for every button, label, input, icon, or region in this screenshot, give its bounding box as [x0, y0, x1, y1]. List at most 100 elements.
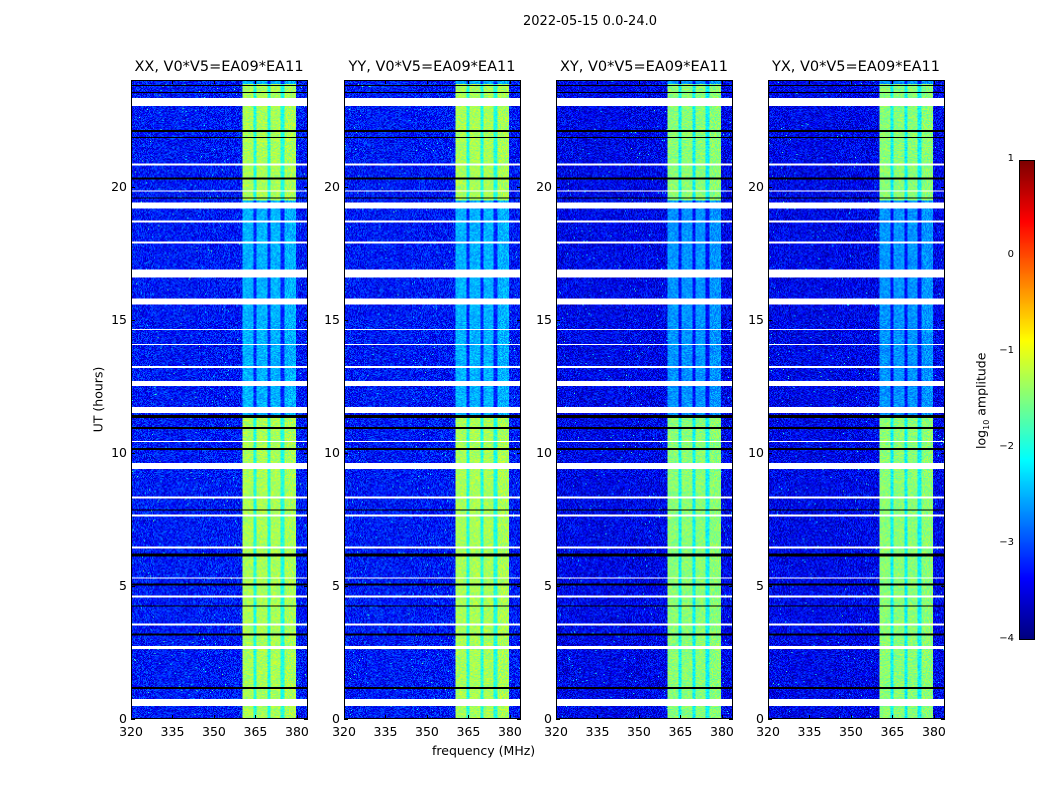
colorbar-tick-label: −3	[999, 537, 1014, 548]
y-tick-label: 15	[748, 311, 764, 327]
x-tick-label: 320	[332, 724, 356, 739]
y-tick-label: 20	[324, 178, 340, 194]
y-tick-mark	[768, 719, 772, 720]
y-tick-mark	[131, 585, 135, 587]
x-tick-mark	[213, 80, 215, 84]
x-tick-mark	[556, 80, 557, 84]
x-tick-label: 350	[839, 724, 863, 739]
colorbar-tick-label: 1	[1007, 153, 1014, 164]
y-tick-label: 0	[756, 711, 764, 726]
y-tick-mark	[517, 452, 521, 454]
y-tick-mark	[344, 319, 348, 321]
panel-title: XX, V0*V5=EA09*EA11	[134, 59, 304, 75]
y-tick-label: 5	[119, 577, 127, 593]
panel-title: YY, V0*V5=EA09*EA11	[348, 59, 516, 75]
y-tick-label: 20	[111, 178, 127, 194]
y-tick-label: 0	[119, 711, 127, 726]
x-tick-mark	[344, 80, 345, 84]
y-tick-mark	[304, 319, 308, 321]
y-tick-label: 20	[536, 178, 552, 194]
y-tick-label: 15	[111, 311, 127, 327]
y-tick-mark	[941, 452, 945, 454]
y-axis-label: UT (hours)	[90, 366, 106, 433]
y-tick-mark	[556, 319, 560, 321]
x-tick-mark	[680, 80, 682, 84]
waterfall-panel	[768, 80, 945, 719]
x-tick-mark	[213, 715, 215, 719]
x-tick-mark	[556, 715, 557, 719]
panel-title: YX, V0*V5=EA09*EA11	[771, 59, 940, 75]
colorbar-tick-label: −1	[999, 345, 1014, 356]
x-tick-label: 380	[498, 724, 522, 739]
x-tick-mark	[426, 715, 428, 719]
x-tick-mark	[768, 80, 769, 84]
x-tick-label: 335	[160, 724, 185, 739]
y-tick-mark	[768, 319, 772, 321]
x-tick-label: 350	[415, 724, 439, 739]
x-tick-label: 380	[710, 724, 734, 739]
x-tick-label: 350	[627, 724, 651, 739]
x-tick-label: 380	[922, 724, 946, 739]
x-tick-mark	[296, 80, 298, 84]
y-tick-mark	[556, 719, 560, 720]
waterfall-image	[557, 81, 732, 718]
x-tick-label: 365	[880, 724, 905, 739]
y-tick-mark	[517, 719, 521, 720]
waterfall-panel	[131, 80, 308, 719]
x-tick-mark	[721, 80, 723, 84]
x-tick-label: 335	[373, 724, 398, 739]
y-tick-label: 10	[324, 444, 340, 460]
y-tick-mark	[344, 186, 348, 188]
x-axis-label: frequency (MHz)	[432, 743, 536, 758]
y-tick-label: 5	[332, 577, 340, 593]
x-tick-label: 320	[119, 724, 143, 739]
y-tick-mark	[304, 186, 308, 188]
x-tick-label: 380	[285, 724, 309, 739]
y-tick-label: 10	[536, 444, 552, 460]
y-tick-mark	[729, 186, 733, 188]
x-tick-mark	[344, 715, 345, 719]
y-tick-label: 0	[544, 711, 552, 726]
x-tick-mark	[426, 80, 428, 84]
x-tick-mark	[680, 715, 682, 719]
x-tick-label: 335	[797, 724, 822, 739]
y-tick-mark	[556, 452, 560, 454]
figure-title: 2022-05-15 0.0-24.0	[523, 14, 657, 29]
y-tick-mark	[304, 452, 308, 454]
y-tick-mark	[768, 186, 772, 188]
x-tick-mark	[892, 715, 894, 719]
y-tick-mark	[131, 719, 135, 720]
y-tick-mark	[517, 186, 521, 188]
x-tick-label: 320	[544, 724, 568, 739]
x-tick-mark	[509, 80, 511, 84]
x-tick-mark	[597, 715, 599, 719]
y-tick-mark	[941, 319, 945, 321]
x-tick-mark	[468, 715, 470, 719]
x-tick-mark	[597, 80, 599, 84]
x-tick-mark	[385, 80, 387, 84]
x-tick-label: 365	[243, 724, 268, 739]
waterfall-image	[132, 81, 307, 718]
x-tick-mark	[131, 715, 132, 719]
x-tick-label: 350	[202, 724, 226, 739]
x-tick-label: 365	[456, 724, 481, 739]
y-tick-mark	[941, 719, 945, 720]
y-tick-mark	[304, 719, 308, 720]
y-tick-mark	[131, 186, 135, 188]
x-tick-mark	[721, 715, 723, 719]
waterfall-image	[345, 81, 520, 718]
y-tick-label: 10	[111, 444, 127, 460]
y-tick-label: 20	[748, 178, 764, 194]
y-tick-mark	[729, 452, 733, 454]
colorbar	[1019, 160, 1035, 640]
waterfall-panel	[344, 80, 521, 719]
waterfall-image	[769, 81, 944, 718]
x-tick-mark	[131, 80, 132, 84]
y-tick-mark	[517, 585, 521, 587]
y-tick-mark	[517, 319, 521, 321]
x-tick-label: 365	[668, 724, 693, 739]
x-tick-label: 335	[585, 724, 610, 739]
y-tick-label: 5	[756, 577, 764, 593]
colorbar-tick-label: −2	[999, 441, 1014, 452]
y-tick-mark	[729, 319, 733, 321]
